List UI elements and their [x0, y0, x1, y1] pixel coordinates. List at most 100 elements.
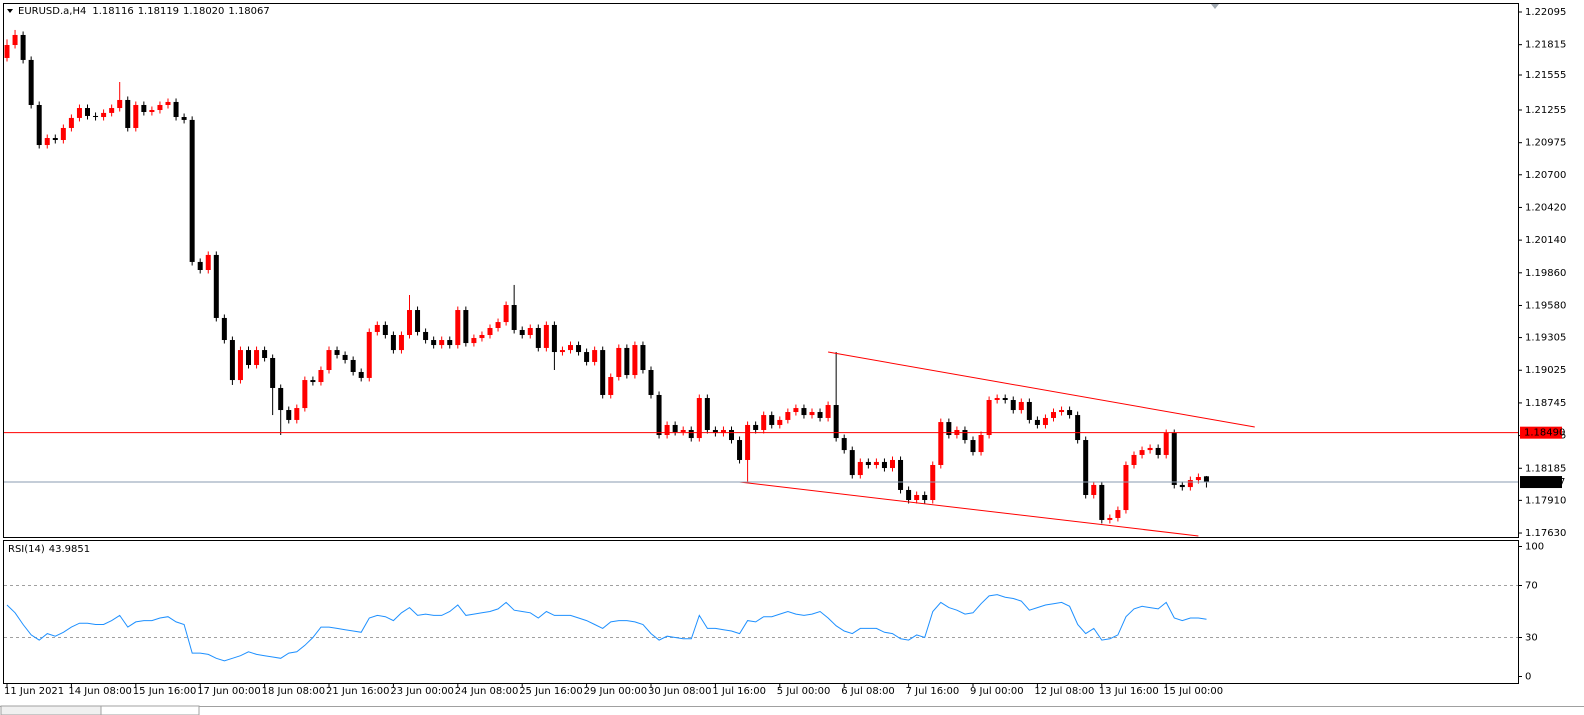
candle-body — [125, 99, 131, 128]
candle-body — [109, 108, 115, 113]
candle-body — [584, 352, 590, 362]
x-tick-label: 6 Jul 08:00 — [841, 686, 895, 697]
candle-body — [221, 317, 227, 341]
candle-body — [624, 347, 630, 376]
candle-body — [712, 429, 718, 434]
candle-body — [1067, 410, 1073, 416]
candle-body — [334, 350, 340, 355]
candle-body — [680, 429, 686, 432]
trend-line — [828, 351, 1255, 428]
candle-body — [141, 104, 147, 112]
candle-body — [720, 429, 726, 434]
symbol: EURUSD.a,H4 — [18, 6, 86, 17]
candle-body — [1203, 476, 1209, 483]
candle-body — [551, 324, 557, 353]
x-tick-label: 7 Jul 16:00 — [906, 686, 960, 697]
candle-body — [286, 410, 292, 420]
candle-body — [640, 345, 646, 371]
candle-body — [237, 350, 243, 381]
candle-body — [1002, 398, 1008, 400]
candle-body — [1115, 510, 1121, 518]
candle-body — [4, 45, 10, 58]
candle-body — [20, 34, 26, 60]
y-tick-label: 1.21255 — [1525, 105, 1566, 116]
header-low: 1.18020 — [183, 6, 224, 17]
y-tick-label: 1.19580 — [1525, 300, 1566, 311]
candle-body — [543, 324, 549, 348]
candle-body — [817, 412, 823, 418]
candle-body — [471, 338, 477, 344]
y-tick-label: 1.21555 — [1525, 70, 1566, 81]
candle-body — [254, 350, 260, 365]
candle-body — [970, 440, 976, 453]
candle-body — [632, 345, 638, 376]
candle-body — [1075, 415, 1081, 441]
candle-body — [1123, 464, 1129, 511]
candle-body — [616, 347, 622, 378]
header-high: 1.18119 — [138, 6, 179, 17]
candle-body — [93, 115, 99, 118]
level-label-box — [1520, 476, 1562, 489]
candle-body — [898, 459, 904, 490]
candle-body — [527, 327, 533, 335]
x-tick-label: 9 Jul 00:00 — [970, 686, 1024, 697]
candle-body — [52, 138, 58, 141]
x-tick-label: 25 Jun 16:00 — [519, 686, 583, 697]
candle-body — [535, 327, 541, 348]
candle-body — [487, 327, 493, 335]
candle-body — [439, 340, 445, 346]
candle-body — [922, 494, 928, 501]
candle-body — [350, 359, 356, 372]
candle-body — [672, 424, 678, 432]
candle-body — [44, 138, 50, 146]
candle-body — [423, 331, 429, 341]
candle-body — [1171, 433, 1177, 485]
header-close: 1.18067 — [228, 6, 269, 17]
candle-body — [157, 104, 163, 111]
y-tick-label: 1.19025 — [1525, 365, 1566, 376]
y-tick-label: 1.20700 — [1525, 170, 1566, 181]
y-tick-label: 1.18745 — [1525, 398, 1566, 409]
candle-body — [68, 117, 74, 128]
candle-body — [841, 438, 847, 451]
candle-body — [431, 340, 437, 346]
candle-body — [1187, 480, 1193, 488]
candle-body — [479, 334, 485, 339]
x-tick-label: 5 Jul 00:00 — [777, 686, 831, 697]
candle-body — [656, 394, 662, 436]
candle-body — [213, 254, 219, 318]
candle-body — [761, 415, 767, 430]
candle-body — [978, 435, 984, 453]
candle-body — [294, 408, 300, 420]
candle-body — [310, 380, 316, 383]
y-tick-label: 1.19860 — [1525, 268, 1566, 279]
candle-body — [318, 370, 324, 383]
candle-body — [1018, 401, 1024, 411]
x-tick-label: 1 Jul 16:00 — [712, 686, 766, 697]
x-tick-label: 18 Jun 08:00 — [262, 686, 326, 697]
candle-body — [1179, 484, 1185, 488]
candle-body — [205, 254, 211, 270]
level-label: 1.18067 — [1524, 477, 1565, 488]
candle-body — [873, 461, 879, 465]
candle-body — [688, 429, 694, 439]
candle-body — [785, 412, 791, 420]
candle-body — [1026, 401, 1032, 420]
y-tick-label: 1.20975 — [1525, 138, 1566, 149]
tab[interactable] — [0, 705, 102, 715]
y-tick-label: 1.19305 — [1525, 333, 1566, 344]
candle-body — [962, 429, 968, 441]
candle-body — [1010, 399, 1016, 411]
candle-body — [849, 450, 855, 476]
x-tick-label: 30 Jun 08:00 — [648, 686, 712, 697]
candle-body — [366, 331, 372, 378]
x-tick-label: 17 Jun 00:00 — [197, 686, 261, 697]
candle-body — [994, 398, 1000, 400]
candle-body — [1131, 454, 1137, 465]
candle-body — [914, 494, 920, 501]
candle-body — [189, 119, 195, 262]
candle-body — [101, 112, 107, 118]
tab[interactable] — [100, 705, 200, 715]
x-tick-label: 12 Jul 08:00 — [1034, 686, 1094, 697]
